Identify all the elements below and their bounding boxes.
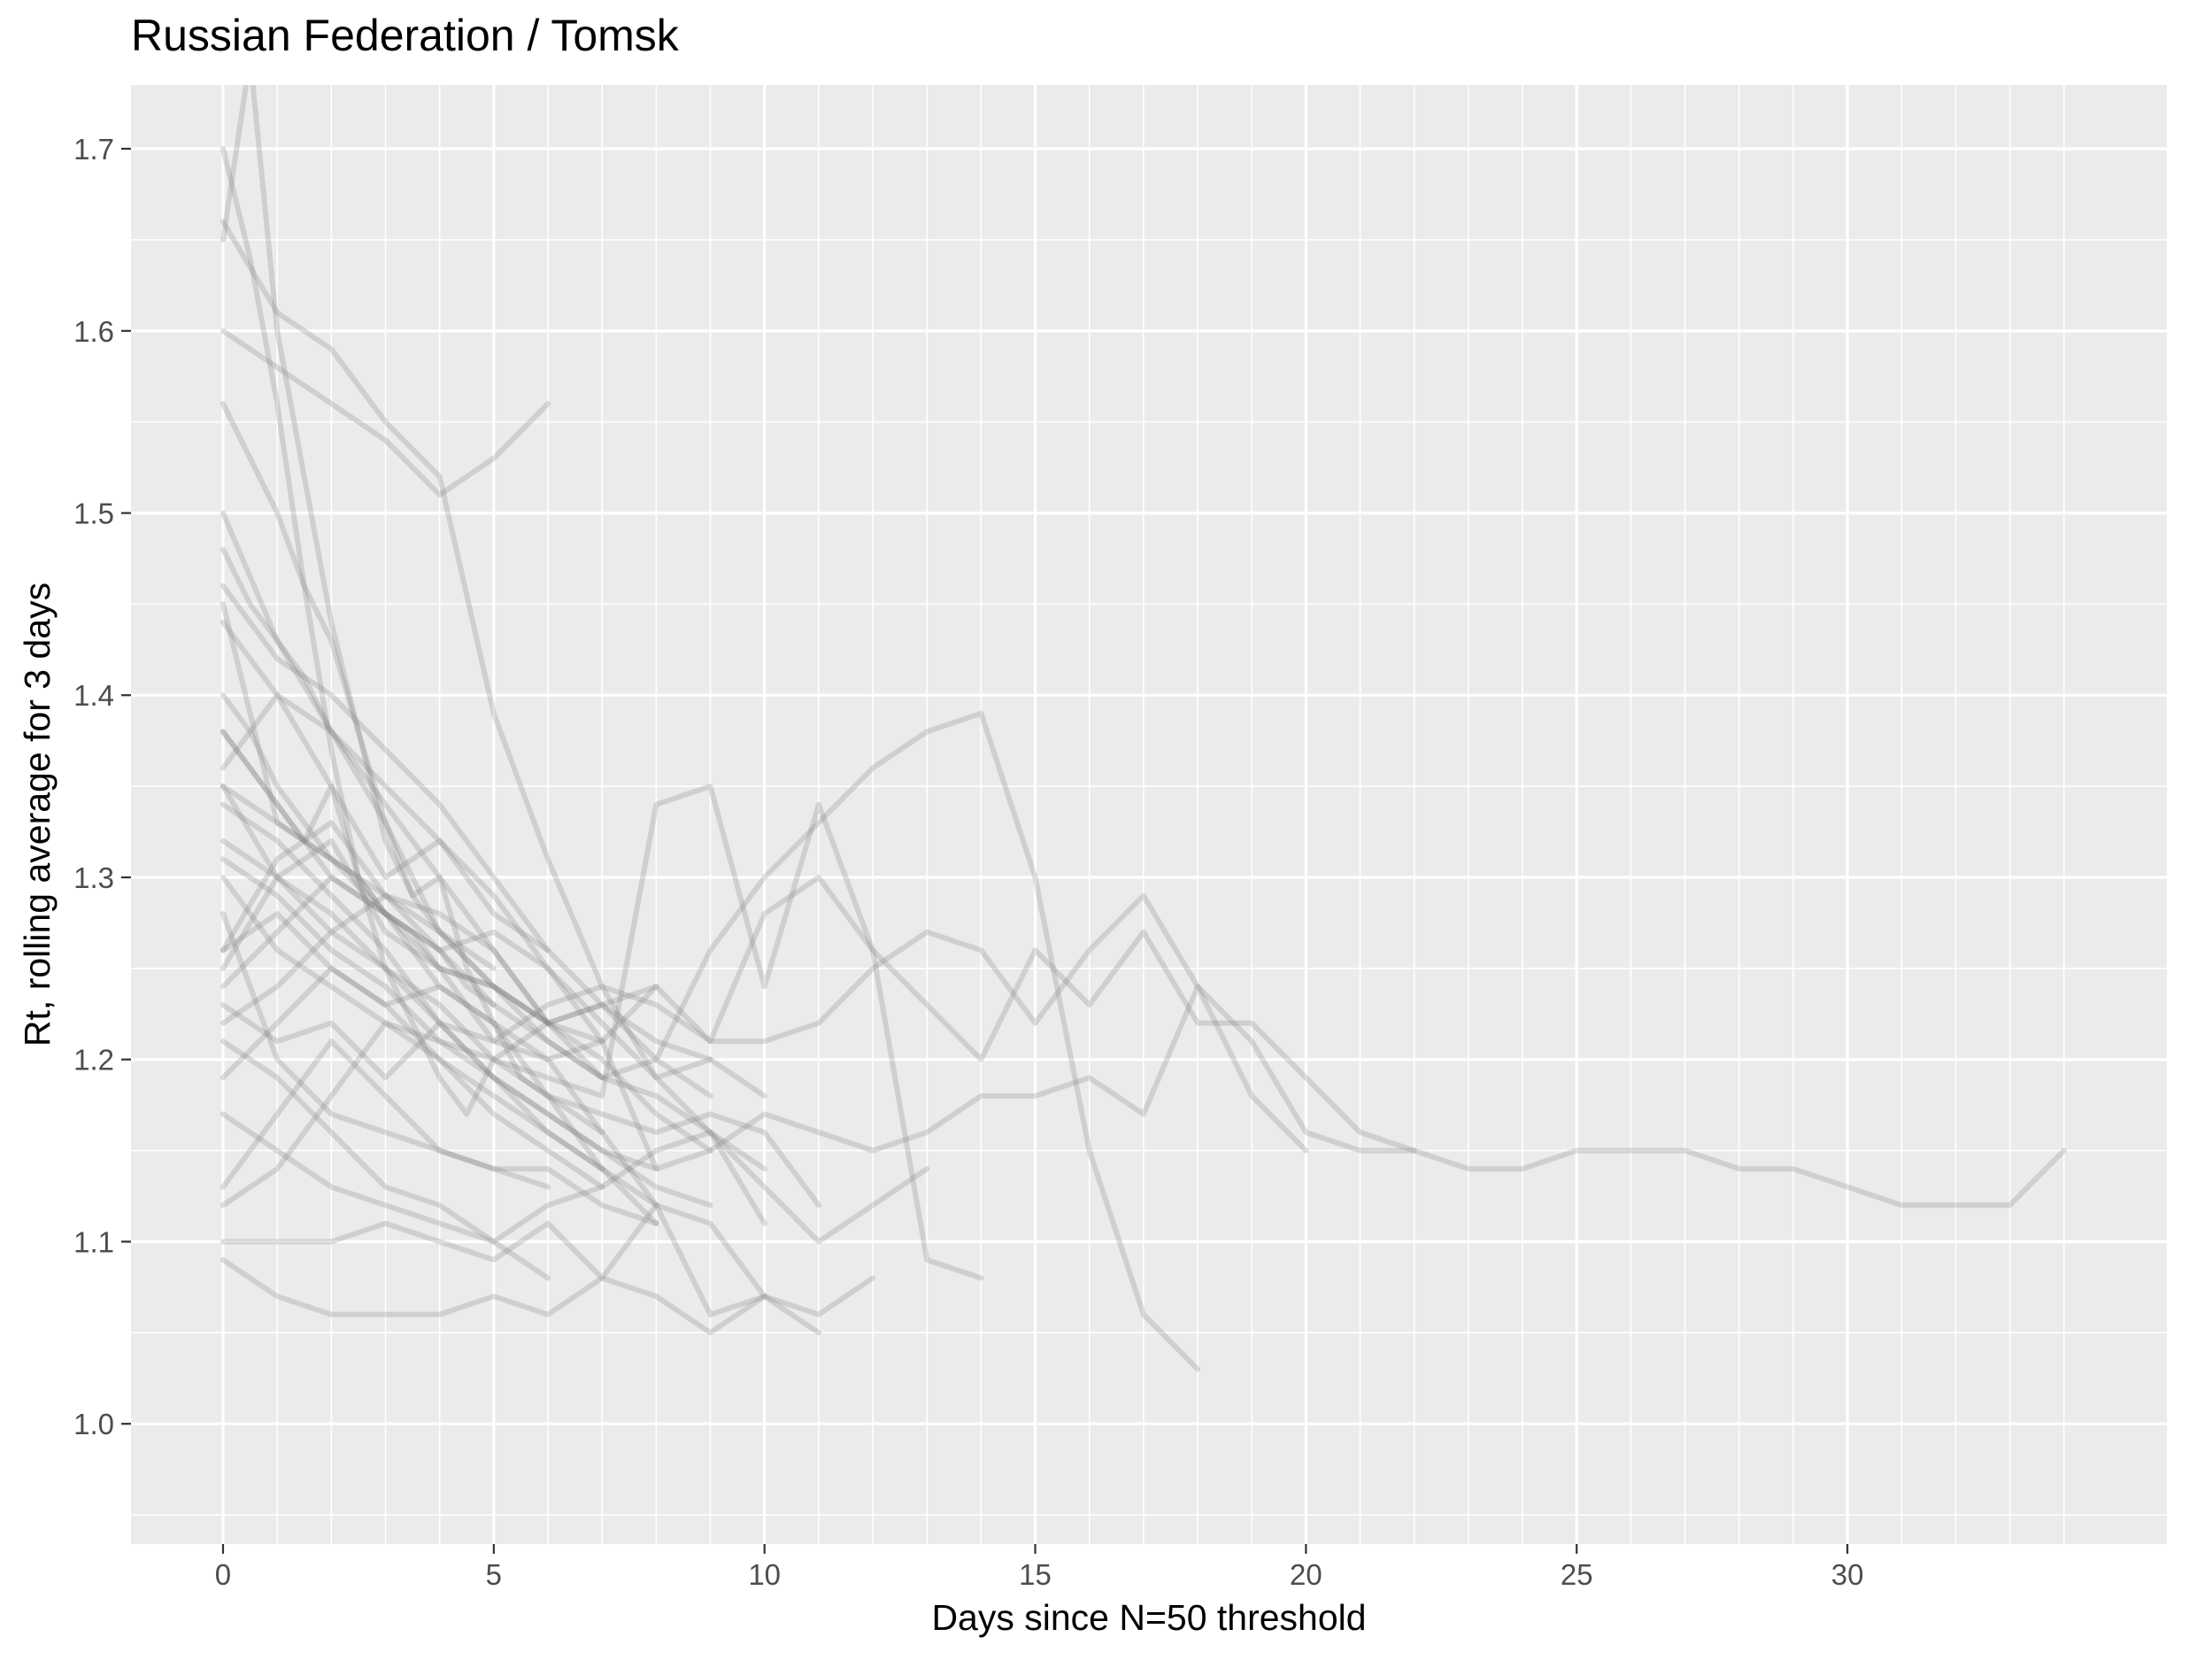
series-line-32 [220,546,551,1026]
x-tick-label: 30 [1831,1558,1864,1591]
plot-panel [131,85,2167,1544]
y-tick-label: 1.3 [73,861,114,894]
x-axis: 0 5 10 15 20 25 30 [215,1544,1864,1591]
y-tick-label: 1.6 [73,315,114,348]
y-tick-label: 1.7 [73,133,114,166]
series-line-25 [220,784,767,1226]
series-line-22 [220,911,659,1226]
chart-title: Russian Federation / Tomsk [131,11,680,60]
series-line-4 [220,784,1309,1172]
series-line-18 [220,838,605,1081]
series-line-30 [220,583,551,954]
series-line-28 [220,1038,551,1281]
series-line-8 [220,1111,930,1245]
x-tick-label: 20 [1290,1558,1322,1591]
series-line-10 [220,1202,821,1336]
series-line-34 [220,820,497,971]
y-axis: 1.0 1.1 1.2 1.3 1.4 1.5 1.6 1.7 [73,133,131,1440]
series-line-27 [220,729,497,1008]
series-lines [220,85,2067,1372]
minor-gridlines [131,85,2167,1544]
series-line-26 [220,911,659,1226]
series-line-3 [220,510,1201,1372]
x-tick-label: 15 [1019,1558,1052,1591]
series-line-9 [220,1257,875,1336]
series-line-29 [220,856,713,1208]
x-tick-label: 10 [748,1558,781,1591]
y-tick-label: 1.1 [73,1225,114,1258]
x-tick-label: 5 [486,1558,502,1591]
series-line-20 [220,838,821,1208]
x-axis-title: Days since N=50 threshold [931,1597,1366,1638]
series-line-12 [220,85,605,1135]
x-tick-label: 25 [1561,1558,1593,1591]
series-line-7 [220,328,551,498]
series-line-15 [220,729,767,1099]
y-axis-title: Rt, rolling average for 3 days [17,583,58,1046]
series-line-16 [220,892,713,1154]
x-tick-label: 0 [215,1558,231,1591]
major-gridlines [131,85,2167,1544]
y-tick-label: 1.2 [73,1044,114,1077]
series-line-1 [220,601,2067,1208]
y-tick-label: 1.4 [73,679,114,712]
y-tick-label: 1.5 [73,497,114,529]
series-line-11 [220,875,767,1317]
series-line-33 [220,965,605,1172]
series-line-17 [220,692,659,1172]
series-line-21 [220,401,605,1045]
series-line-31 [220,801,659,1208]
series-line-6 [220,219,767,1172]
series-line-2 [220,875,1417,1154]
series-line-19 [220,1038,551,1190]
series-line-23 [220,619,713,1099]
series-line-13 [220,146,659,1117]
series-line-5 [220,784,984,1281]
series-line-24 [220,1020,605,1208]
series-line-14 [220,692,713,1062]
y-tick-label: 1.0 [73,1408,114,1440]
